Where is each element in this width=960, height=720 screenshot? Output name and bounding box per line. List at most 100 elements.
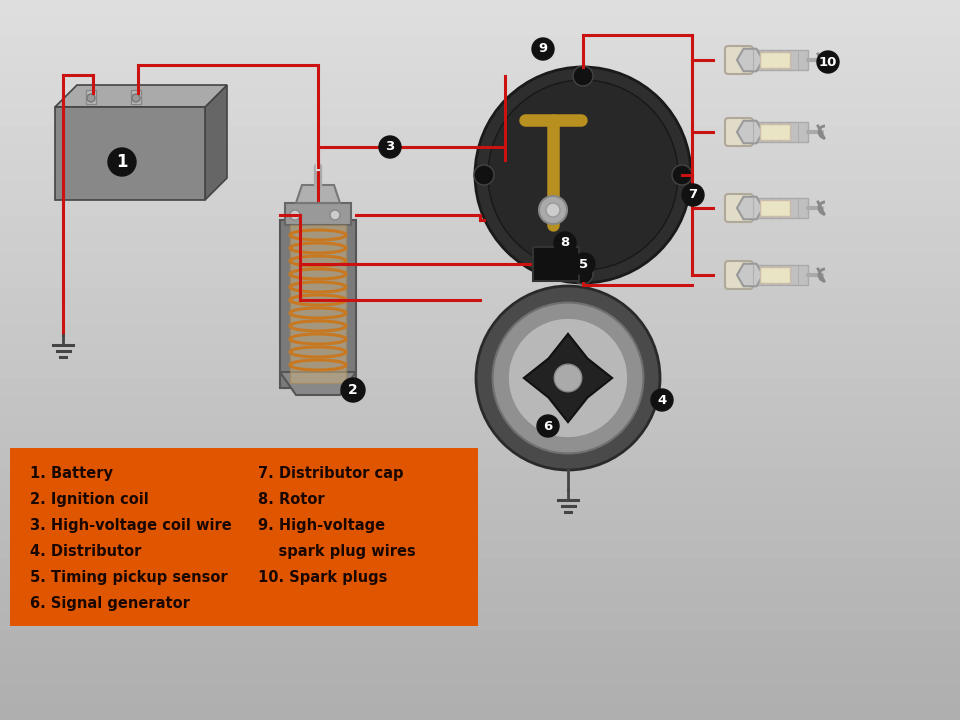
Circle shape [554,232,576,254]
Circle shape [290,210,300,220]
Bar [0,90,960,109]
Bar [0,558,960,577]
Circle shape [475,67,691,283]
Text: 6. Signal generator: 6. Signal generator [30,596,190,611]
Bar [0,252,960,271]
Text: 5. Timing pickup sensor: 5. Timing pickup sensor [30,570,228,585]
Text: 10. Spark plugs: 10. Spark plugs [258,570,388,585]
Bar [0,324,960,343]
Bar [55,107,205,200]
Bar [760,267,790,283]
Circle shape [539,196,567,224]
Text: spark plug wires: spark plug wires [258,544,416,559]
Text: 1: 1 [116,153,128,171]
Bar [0,684,960,703]
Bar [0,306,960,325]
Bar [0,36,960,55]
Text: 4. Distributor: 4. Distributor [30,544,141,559]
Text: 10: 10 [819,55,837,68]
Bar [0,486,960,505]
Bar [0,144,960,163]
Circle shape [476,286,660,470]
Circle shape [108,148,136,176]
Circle shape [474,165,494,185]
Bar [0,198,960,217]
Circle shape [537,415,559,437]
Text: 3. High-voltage coil wire: 3. High-voltage coil wire [30,518,231,533]
Bar [750,265,808,285]
Polygon shape [737,121,763,143]
Circle shape [682,184,704,206]
Circle shape [651,389,673,411]
Bar [0,342,960,361]
Bar [0,108,960,127]
Polygon shape [280,372,356,395]
Bar [0,360,960,379]
Bar [0,378,960,397]
Bar [0,666,960,685]
Bar [760,52,790,68]
Bar [285,203,351,225]
Bar [10,448,478,626]
Bar [0,54,960,73]
Bar [0,630,960,649]
Circle shape [492,302,643,454]
Bar [750,122,808,142]
Bar [0,18,960,37]
Polygon shape [55,85,227,107]
FancyBboxPatch shape [725,261,753,289]
FancyBboxPatch shape [533,247,579,281]
Bar [0,0,960,19]
Circle shape [554,364,582,392]
Circle shape [87,94,95,102]
Polygon shape [205,85,227,200]
Polygon shape [296,185,340,203]
Bar [0,414,960,433]
Bar [0,72,960,91]
FancyBboxPatch shape [725,194,753,222]
Text: 3: 3 [385,140,395,153]
Text: 6: 6 [543,420,553,433]
Circle shape [573,66,593,86]
Text: 9. High-voltage: 9. High-voltage [258,518,385,533]
Bar [0,540,960,559]
Circle shape [341,378,365,402]
Text: 1. Battery: 1. Battery [30,466,113,481]
Bar [0,432,960,451]
Circle shape [573,253,595,275]
Circle shape [488,80,678,270]
Bar [0,216,960,235]
Bar [0,126,960,145]
Text: 9: 9 [539,42,547,55]
Circle shape [508,318,628,438]
Bar [86,90,96,104]
Text: 4: 4 [658,394,666,407]
Bar [280,220,356,388]
Circle shape [817,51,839,73]
Text: 7: 7 [688,189,698,202]
Bar [0,288,960,307]
FancyBboxPatch shape [725,46,753,74]
Circle shape [379,136,401,158]
Circle shape [330,210,340,220]
Bar [750,50,808,70]
Bar [0,162,960,181]
Bar [0,594,960,613]
Bar [0,270,960,289]
Circle shape [672,165,692,185]
Bar [290,225,346,383]
Circle shape [132,94,140,102]
Bar [0,450,960,469]
Text: 2: 2 [348,383,358,397]
Bar [0,612,960,631]
Bar [0,180,960,199]
Bar [0,702,960,720]
Circle shape [546,203,560,217]
Text: 8: 8 [561,236,569,250]
Bar [760,124,790,140]
Bar [0,648,960,667]
Bar [0,522,960,541]
Text: 2. Ignition coil: 2. Ignition coil [30,492,149,507]
Bar [131,90,141,104]
Bar [750,198,808,218]
